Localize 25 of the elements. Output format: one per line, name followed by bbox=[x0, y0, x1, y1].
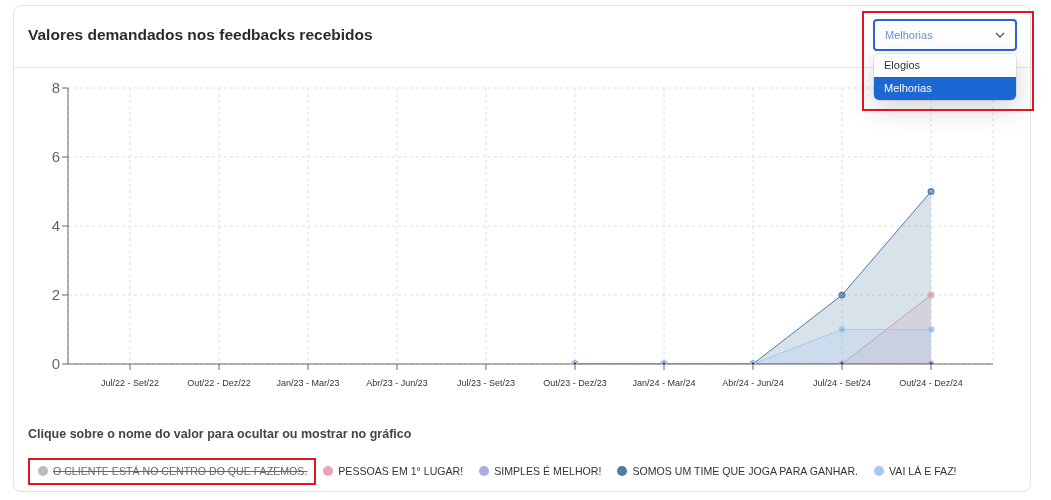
y-tick-label: 4 bbox=[51, 217, 60, 235]
legend-label: O CLIENTE ESTÁ NO CENTRO DO QUE FAZEMOS. bbox=[53, 465, 308, 477]
annotation: Melhorias bbox=[884, 82, 932, 94]
legend-label: SIMPLES É MELHOR! bbox=[494, 465, 602, 477]
x-tick-label: Out/22 - Dez/22 bbox=[187, 378, 251, 389]
x-tick-label: Abr/24 - Jun/24 bbox=[722, 378, 784, 389]
x-tick-label: Out/24 - Dez/24 bbox=[899, 378, 963, 389]
chart-title: Valores demandados nos feedbacks recebidos bbox=[28, 26, 373, 43]
text: Clique sobre o nome do valor para ocultar ou mostrar no gráfico bbox=[28, 427, 412, 441]
y-tick-label: 6 bbox=[51, 148, 60, 166]
legend-label: SOMOS UM TIME QUE JOGA PARA GANHAR. bbox=[632, 465, 859, 477]
legend-label: PESSOAS EM 1° LUGAR! bbox=[338, 465, 464, 477]
x-tick-label: Abr/23 - Jun/23 bbox=[366, 378, 428, 389]
dropdown-menu: Elogios Melhorias bbox=[874, 54, 1016, 100]
legend-label: VAI LÁ E FAZ! bbox=[889, 465, 957, 477]
x-tick-label: Jan/24 - Mar/24 bbox=[632, 378, 696, 389]
x-tick-label: Jul/24 - Set/24 bbox=[812, 378, 872, 389]
y-tick-label: 2 bbox=[51, 286, 60, 304]
dropdown-select: Melhorias bbox=[873, 19, 1017, 51]
x-tick-label: Jul/22 - Set/22 bbox=[100, 378, 160, 389]
x-tick-label: Jul/23 - Set/23 bbox=[456, 378, 516, 389]
y-tick-label: 0 bbox=[51, 355, 60, 373]
x-tick-label: Out/23 - Dez/23 bbox=[543, 378, 607, 389]
y-tick-label: 8 bbox=[51, 79, 60, 97]
x-tick-label: Jan/23 - Mar/23 bbox=[276, 378, 340, 389]
